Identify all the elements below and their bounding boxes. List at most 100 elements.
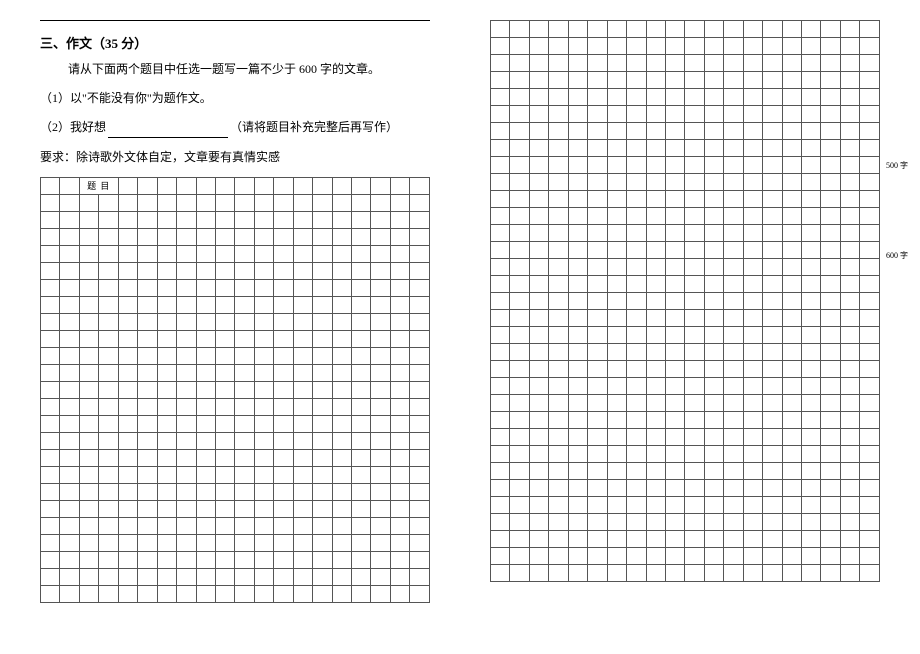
- grid-cell[interactable]: [410, 466, 430, 483]
- grid-cell[interactable]: [568, 565, 587, 582]
- grid-cell[interactable]: [215, 534, 234, 551]
- grid-cell[interactable]: [627, 106, 646, 123]
- grid-cell[interactable]: [313, 228, 332, 245]
- grid-cell[interactable]: [41, 483, 60, 500]
- grid-cell[interactable]: [215, 415, 234, 432]
- grid-cell[interactable]: [607, 21, 626, 38]
- grid-cell[interactable]: [704, 174, 723, 191]
- grid-cell[interactable]: [215, 177, 234, 194]
- grid-cell[interactable]: [196, 568, 215, 585]
- grid-cell[interactable]: [568, 72, 587, 89]
- grid-cell[interactable]: [529, 174, 548, 191]
- grid-cell[interactable]: [177, 568, 196, 585]
- grid-cell[interactable]: [568, 259, 587, 276]
- grid-cell[interactable]: [60, 279, 79, 296]
- grid-cell[interactable]: [79, 551, 98, 568]
- grid-cell[interactable]: [685, 38, 704, 55]
- grid-cell[interactable]: [549, 531, 568, 548]
- grid-cell[interactable]: [352, 347, 371, 364]
- grid-cell[interactable]: [782, 327, 801, 344]
- grid-cell[interactable]: [491, 310, 510, 327]
- grid-cell[interactable]: [491, 55, 510, 72]
- grid-cell[interactable]: [371, 228, 390, 245]
- grid-cell[interactable]: [802, 565, 821, 582]
- grid-cell[interactable]: [665, 89, 684, 106]
- grid-cell[interactable]: [704, 157, 723, 174]
- grid-cell[interactable]: [840, 293, 859, 310]
- grid-cell[interactable]: [196, 330, 215, 347]
- grid-cell[interactable]: [60, 500, 79, 517]
- grid-cell[interactable]: [607, 327, 626, 344]
- grid-cell[interactable]: [821, 21, 840, 38]
- grid-cell[interactable]: [138, 585, 157, 602]
- grid-cell[interactable]: [196, 551, 215, 568]
- grid-cell[interactable]: [840, 191, 859, 208]
- grid-cell[interactable]: [274, 483, 293, 500]
- grid-cell[interactable]: [529, 140, 548, 157]
- grid-cell[interactable]: [157, 364, 176, 381]
- grid-cell[interactable]: [390, 551, 409, 568]
- grid-cell[interactable]: [235, 313, 254, 330]
- grid-cell[interactable]: [138, 415, 157, 432]
- grid-cell[interactable]: [724, 412, 743, 429]
- grid-cell[interactable]: [352, 177, 371, 194]
- grid-cell[interactable]: [235, 228, 254, 245]
- grid-cell[interactable]: [782, 446, 801, 463]
- grid-cell[interactable]: [802, 225, 821, 242]
- grid-cell[interactable]: [665, 259, 684, 276]
- grid-cell[interactable]: [860, 531, 880, 548]
- grid-cell[interactable]: [627, 565, 646, 582]
- grid-cell[interactable]: [215, 364, 234, 381]
- grid-cell[interactable]: [704, 327, 723, 344]
- grid-cell[interactable]: [118, 381, 137, 398]
- grid-cell[interactable]: [215, 347, 234, 364]
- grid-cell[interactable]: [510, 395, 529, 412]
- grid-cell[interactable]: [860, 378, 880, 395]
- grid-cell[interactable]: [41, 551, 60, 568]
- grid-cell[interactable]: [79, 245, 98, 262]
- grid-cell[interactable]: [60, 228, 79, 245]
- grid-cell[interactable]: [138, 517, 157, 534]
- grid-cell[interactable]: [79, 466, 98, 483]
- grid-cell[interactable]: [274, 585, 293, 602]
- grid-cell[interactable]: [743, 344, 762, 361]
- grid-cell[interactable]: [665, 344, 684, 361]
- grid-cell[interactable]: [157, 313, 176, 330]
- grid-cell[interactable]: [177, 466, 196, 483]
- grid-cell[interactable]: [371, 296, 390, 313]
- grid-cell[interactable]: [646, 446, 665, 463]
- grid-cell[interactable]: [60, 466, 79, 483]
- grid-cell[interactable]: [549, 140, 568, 157]
- grid-cell[interactable]: [99, 500, 118, 517]
- grid-cell[interactable]: [215, 211, 234, 228]
- grid-cell[interactable]: [646, 140, 665, 157]
- grid-cell[interactable]: [79, 364, 98, 381]
- grid-cell[interactable]: [529, 123, 548, 140]
- grid-cell[interactable]: [743, 548, 762, 565]
- grid-cell[interactable]: [549, 242, 568, 259]
- grid-cell[interactable]: [235, 330, 254, 347]
- grid-cell[interactable]: [646, 531, 665, 548]
- grid-cell[interactable]: [371, 500, 390, 517]
- grid-cell[interactable]: [646, 548, 665, 565]
- grid-cell[interactable]: [743, 140, 762, 157]
- grid-cell[interactable]: [782, 242, 801, 259]
- grid-cell[interactable]: [704, 38, 723, 55]
- grid-cell[interactable]: [763, 225, 782, 242]
- grid-cell[interactable]: [118, 398, 137, 415]
- grid-cell[interactable]: [529, 548, 548, 565]
- grid-cell[interactable]: [549, 191, 568, 208]
- grid-cell[interactable]: [274, 313, 293, 330]
- grid-cell[interactable]: [588, 276, 607, 293]
- grid-cell[interactable]: [627, 327, 646, 344]
- grid-cell[interactable]: [665, 276, 684, 293]
- grid-cell[interactable]: [138, 330, 157, 347]
- grid-cell[interactable]: [99, 483, 118, 500]
- grid-cell[interactable]: [802, 327, 821, 344]
- grid-cell[interactable]: [685, 412, 704, 429]
- grid-cell[interactable]: [646, 497, 665, 514]
- grid-cell[interactable]: [196, 279, 215, 296]
- grid-cell[interactable]: [860, 463, 880, 480]
- grid-cell[interactable]: [99, 211, 118, 228]
- grid-cell[interactable]: [724, 378, 743, 395]
